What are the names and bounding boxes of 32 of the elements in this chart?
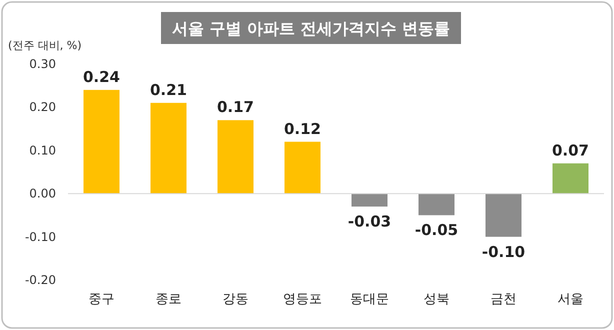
x-tick-label: 동대문	[350, 292, 389, 307]
bar	[218, 120, 254, 194]
bar	[486, 194, 522, 237]
x-tick-label: 종로	[156, 292, 182, 307]
data-label: -0.05	[414, 221, 458, 240]
data-label: 0.07	[552, 141, 590, 160]
x-tick-label: 서울	[558, 292, 584, 307]
bar	[150, 102, 186, 194]
y-tick-label: -0.10	[24, 230, 56, 244]
data-label: 0.17	[216, 98, 254, 116]
x-tick-label: 강동	[222, 292, 248, 307]
y-tick-label: 0.20	[29, 100, 56, 114]
x-tick-label: 금천	[490, 292, 516, 307]
data-label: 0.24	[82, 68, 120, 86]
data-label: -0.03	[348, 212, 392, 231]
x-tick-label: 영등포	[283, 292, 322, 307]
bar	[84, 90, 120, 194]
y-tick-label: 0.30	[29, 57, 56, 71]
data-label: 0.12	[284, 120, 322, 138]
x-tick-label: 중구	[88, 292, 114, 307]
bar	[552, 163, 588, 194]
x-tick-label: 성북	[424, 292, 450, 307]
chart-title: 서울 구별 아파트 전세가격지수 변동률	[172, 19, 450, 38]
y-tick-label: 0.10	[29, 143, 56, 158]
y-axis-title: (전주 대비, %)	[8, 39, 82, 52]
y-tick-label: 0.00	[29, 186, 56, 201]
bar	[284, 142, 320, 194]
data-label: 0.21	[150, 80, 188, 99]
y-tick-label: -0.20	[24, 273, 56, 287]
bar	[352, 194, 388, 207]
data-label: -0.10	[482, 242, 526, 261]
bar	[418, 194, 454, 216]
